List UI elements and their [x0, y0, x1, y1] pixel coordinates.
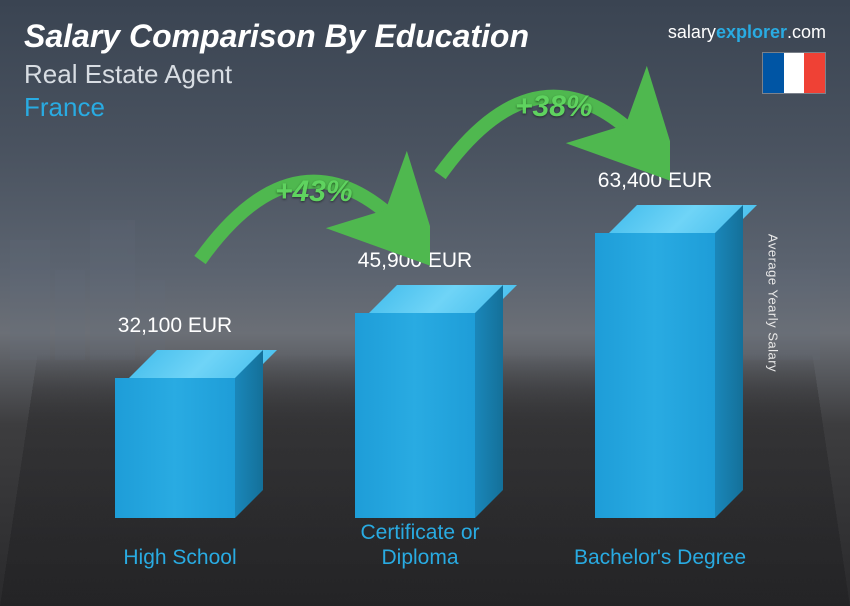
brand-suffix: .com	[787, 22, 826, 42]
salary-bar-chart: 32,100 EUR High School 45,900 EUR Certif…	[60, 150, 760, 578]
bar-label: Certificate or Diploma	[320, 520, 520, 570]
brand-accent: explorer	[716, 22, 787, 42]
bar-label: High School	[80, 545, 280, 570]
bar-certificate-diploma: 45,900 EUR	[340, 313, 490, 518]
france-flag-icon	[762, 52, 826, 94]
y-axis-label: Average Yearly Salary	[765, 234, 780, 372]
increase-percentage: +38%	[515, 90, 593, 124]
bar-value: 32,100 EUR	[85, 314, 265, 338]
bar-bachelors-degree: 63,400 EUR	[580, 233, 730, 518]
bar-high-school: 32,100 EUR	[100, 378, 250, 518]
page-country: France	[24, 92, 826, 123]
brand-logo: salaryexplorer.com	[668, 22, 826, 43]
brand-prefix: salary	[668, 22, 716, 42]
page-subtitle: Real Estate Agent	[24, 59, 826, 90]
bar-value: 45,900 EUR	[325, 249, 505, 273]
bar-label: Bachelor's Degree	[560, 545, 760, 570]
increase-percentage: +43%	[275, 175, 353, 209]
bar-value: 63,400 EUR	[565, 169, 745, 193]
